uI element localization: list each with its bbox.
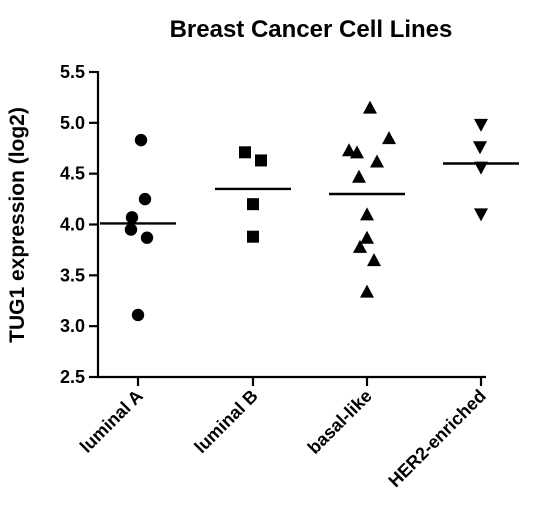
data-point-triangle-down — [473, 141, 487, 155]
data-point-circle — [131, 308, 145, 322]
y-tick-label: 4.5 — [60, 164, 85, 184]
data-point-circle — [124, 223, 138, 236]
y-tick-label: 4.0 — [60, 215, 85, 235]
chart-title: Breast Cancer Cell Lines — [170, 16, 453, 43]
data-point-triangle-up — [370, 154, 384, 168]
y-tick-label: 3.5 — [60, 265, 85, 285]
data-point-circle — [125, 211, 139, 224]
data-point-triangle-up — [382, 131, 396, 145]
data-point-square — [247, 198, 259, 211]
data-point-triangle-up — [360, 284, 374, 298]
data-point-square — [239, 146, 251, 159]
y-tick-label: 2.5 — [60, 367, 85, 387]
data-marks — [100, 100, 519, 322]
x-tick-label: HER2-enriched — [384, 386, 489, 491]
data-point-triangle-up — [352, 169, 366, 183]
x-tick-label: luminal B — [190, 386, 261, 457]
x-tick-label: basal-like — [304, 386, 376, 458]
data-point-triangle-up — [342, 143, 356, 157]
data-point-triangle-down — [474, 118, 488, 132]
data-point-triangle-up — [353, 239, 367, 253]
data-point-triangle-up — [350, 145, 364, 159]
y-tick-label: 5.0 — [60, 113, 85, 133]
data-point-triangle-up — [360, 230, 374, 244]
data-point-square — [247, 230, 259, 243]
data-point-triangle-down — [474, 208, 488, 222]
data-point-square — [255, 154, 267, 167]
data-point-triangle-up — [363, 100, 377, 114]
data-point-triangle-up — [367, 253, 381, 267]
data-point-circle — [134, 133, 148, 147]
data-point-triangle-down — [474, 161, 488, 175]
data-point-circle — [140, 231, 154, 244]
data-point-circle — [138, 192, 152, 206]
x-tick-label: luminal A — [76, 386, 147, 457]
data-point-triangle-up — [360, 207, 374, 221]
axes: 2.5 3.0 3.5 4.0 4.5 5.0 5.5 luminal A luminal B b… — [60, 62, 490, 491]
y-tick-label: 3.0 — [60, 316, 85, 336]
y-axis-label: TUG1 expression (log2) — [6, 107, 29, 343]
y-tick-label: 5.5 — [60, 62, 85, 82]
